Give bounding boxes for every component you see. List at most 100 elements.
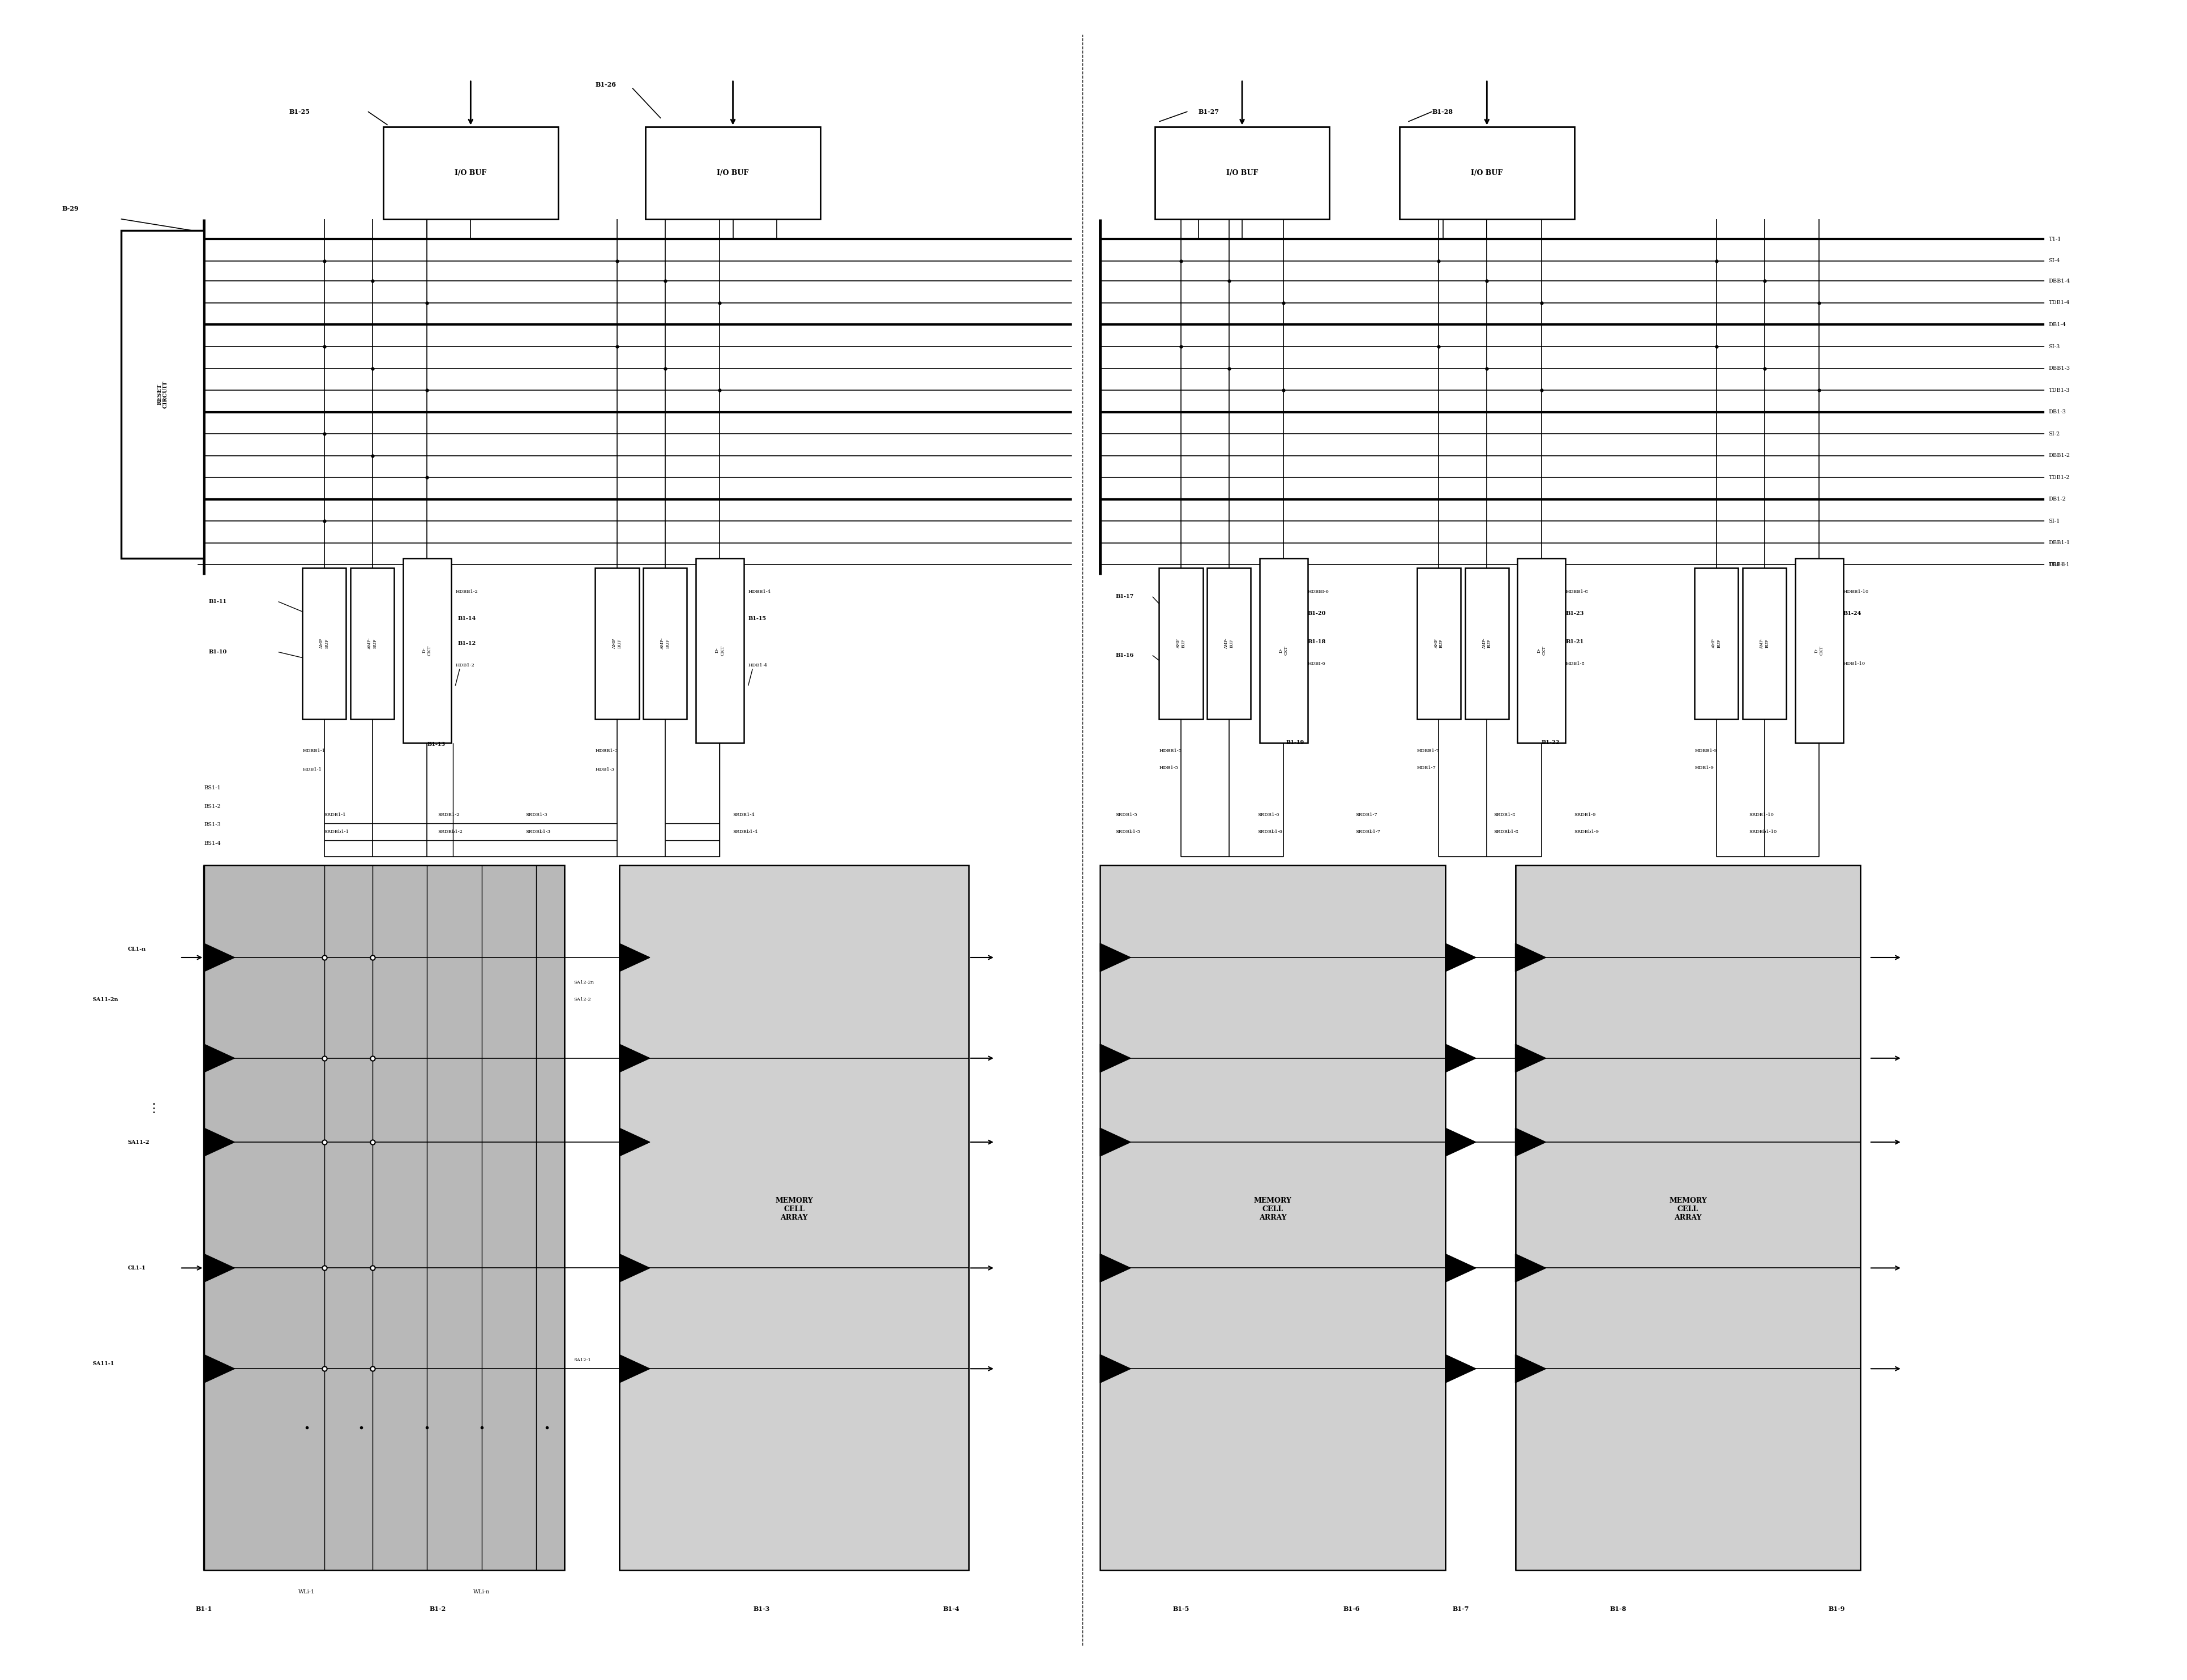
Text: DBB1-1: DBB1-1 bbox=[2049, 541, 2071, 546]
Text: RESET
CIRCUIT: RESET CIRCUIT bbox=[157, 381, 168, 408]
Text: B1-28: B1-28 bbox=[1432, 109, 1452, 114]
Text: B1-25: B1-25 bbox=[289, 109, 311, 114]
Text: B1-4: B1-4 bbox=[943, 1606, 960, 1611]
Text: B1-19: B1-19 bbox=[1286, 741, 1303, 746]
Text: SI-1: SI-1 bbox=[2049, 519, 2060, 524]
Bar bbox=[350, 568, 394, 719]
Text: SI-3: SI-3 bbox=[2049, 344, 2060, 349]
Text: HDBB1-5: HDBB1-5 bbox=[1159, 749, 1181, 753]
Text: SA11-1: SA11-1 bbox=[92, 1361, 114, 1366]
Text: DB1-2: DB1-2 bbox=[2049, 497, 2067, 502]
Bar bbox=[1207, 568, 1251, 719]
Text: HDBB1-8: HDBB1-8 bbox=[1566, 590, 1588, 593]
Text: WLi-n: WLi-n bbox=[472, 1589, 490, 1594]
Text: HDBI-6: HDBI-6 bbox=[1308, 662, 1325, 665]
Polygon shape bbox=[1446, 944, 1476, 971]
Polygon shape bbox=[1516, 1127, 1546, 1156]
Text: HDB1-9: HDB1-9 bbox=[1695, 766, 1715, 769]
Text: B1-7: B1-7 bbox=[1452, 1606, 1470, 1611]
Polygon shape bbox=[1446, 1043, 1476, 1072]
Text: HDB1-5: HDB1-5 bbox=[1159, 766, 1179, 769]
Text: B1-23: B1-23 bbox=[1566, 612, 1583, 617]
Text: SRDB1-3: SRDB1-3 bbox=[525, 813, 547, 816]
Text: SRDBb1-1: SRDBb1-1 bbox=[324, 830, 350, 833]
Text: I/O BUF: I/O BUF bbox=[717, 170, 748, 176]
Text: SRDB1-10: SRDB1-10 bbox=[1750, 813, 1774, 816]
Text: SA12-2: SA12-2 bbox=[573, 998, 590, 1001]
Text: I/O BUF: I/O BUF bbox=[1472, 170, 1502, 176]
Text: AMP
BUF: AMP BUF bbox=[1435, 638, 1443, 648]
Text: HDBB1-1: HDBB1-1 bbox=[302, 749, 326, 753]
Text: HDBB1-7: HDBB1-7 bbox=[1417, 749, 1439, 753]
Polygon shape bbox=[1446, 1253, 1476, 1282]
Text: SRDBb1-9: SRDBb1-9 bbox=[1575, 830, 1599, 833]
Bar bbox=[1100, 865, 1446, 1571]
Text: TDB1-4: TDB1-4 bbox=[2049, 301, 2069, 306]
Text: B1-2: B1-2 bbox=[429, 1606, 446, 1611]
Text: ⋮: ⋮ bbox=[147, 1102, 160, 1114]
Text: SRDBb1-10: SRDBb1-10 bbox=[1750, 830, 1778, 833]
Text: AMP
BUF: AMP BUF bbox=[1712, 638, 1721, 648]
Polygon shape bbox=[1100, 944, 1131, 971]
Text: B1-10: B1-10 bbox=[208, 650, 227, 655]
Text: B1-20: B1-20 bbox=[1308, 612, 1325, 617]
Text: AMP
BUF: AMP BUF bbox=[319, 638, 328, 648]
Text: HDB1-10: HDB1-10 bbox=[1844, 662, 1866, 665]
Text: SA11-2n: SA11-2n bbox=[92, 996, 118, 1001]
Text: B1-17: B1-17 bbox=[1115, 595, 1133, 600]
Text: B1-24: B1-24 bbox=[1844, 612, 1861, 617]
Bar bbox=[1155, 126, 1330, 218]
Bar bbox=[643, 568, 687, 719]
Text: HDB1-2: HDB1-2 bbox=[455, 664, 475, 667]
Text: B1-13: B1-13 bbox=[426, 743, 446, 748]
Polygon shape bbox=[1100, 1043, 1131, 1072]
Text: B1-8: B1-8 bbox=[1610, 1606, 1627, 1611]
Text: I/O BUF: I/O BUF bbox=[1227, 170, 1258, 176]
Bar bbox=[1796, 558, 1844, 743]
Text: WLi-1: WLi-1 bbox=[297, 1589, 315, 1594]
Text: TDB1-2: TDB1-2 bbox=[2049, 475, 2069, 480]
Text: SRDB1-4: SRDB1-4 bbox=[733, 813, 755, 816]
Text: DB1-3: DB1-3 bbox=[2049, 410, 2067, 415]
Text: HDB1-4: HDB1-4 bbox=[748, 664, 768, 667]
Text: B1-16: B1-16 bbox=[1115, 654, 1133, 659]
Text: MEMORY
CELL
ARRAY: MEMORY CELL ARRAY bbox=[774, 1198, 814, 1221]
Text: AMP-
BUF: AMP- BUF bbox=[1761, 638, 1769, 648]
Text: B1-27: B1-27 bbox=[1198, 109, 1220, 114]
Text: B1-9: B1-9 bbox=[1828, 1606, 1846, 1611]
Text: TDB1-3: TDB1-3 bbox=[2049, 388, 2069, 393]
Text: TDB1-1: TDB1-1 bbox=[2049, 563, 2069, 568]
Text: B1-11: B1-11 bbox=[208, 600, 227, 605]
Polygon shape bbox=[619, 1354, 650, 1383]
Polygon shape bbox=[1100, 1354, 1131, 1383]
Text: HDB1-1: HDB1-1 bbox=[302, 768, 321, 771]
Text: D-
CKT: D- CKT bbox=[1279, 645, 1288, 655]
Text: D-
CKT: D- CKT bbox=[1815, 645, 1824, 655]
Bar bbox=[1159, 568, 1203, 719]
Text: SRDBb1-4: SRDBb1-4 bbox=[733, 830, 759, 833]
Text: SA12-1: SA12-1 bbox=[573, 1357, 590, 1362]
Bar bbox=[1400, 126, 1575, 218]
Polygon shape bbox=[619, 1127, 650, 1156]
Text: HDBB1-4: HDBB1-4 bbox=[748, 590, 772, 593]
Text: SRDB1-5: SRDB1-5 bbox=[1115, 813, 1137, 816]
Text: SRDB1-2: SRDB1-2 bbox=[437, 813, 459, 816]
Text: SRDBb1-3: SRDBb1-3 bbox=[525, 830, 551, 833]
Polygon shape bbox=[619, 944, 650, 971]
Text: SA12-2n: SA12-2n bbox=[573, 981, 593, 984]
Text: SRDBb1-8: SRDBb1-8 bbox=[1494, 830, 1518, 833]
Text: SRDB1-6: SRDB1-6 bbox=[1258, 813, 1279, 816]
Text: AMP-
BUF: AMP- BUF bbox=[1225, 638, 1233, 648]
Text: SRDBb1-7: SRDBb1-7 bbox=[1356, 830, 1380, 833]
Text: SRDBb1-6: SRDBb1-6 bbox=[1258, 830, 1282, 833]
Bar bbox=[203, 865, 564, 1571]
Bar bbox=[383, 126, 558, 218]
Text: DBB1-2: DBB1-2 bbox=[2049, 454, 2071, 459]
Text: D-
CKT: D- CKT bbox=[422, 645, 431, 655]
Text: B1-26: B1-26 bbox=[595, 82, 617, 87]
Text: DBB1-3: DBB1-3 bbox=[2049, 366, 2071, 371]
Text: AMP-
BUF: AMP- BUF bbox=[1483, 638, 1492, 648]
Bar bbox=[120, 230, 203, 558]
Text: AMP
BUF: AMP BUF bbox=[612, 638, 621, 648]
Bar bbox=[1465, 568, 1509, 719]
